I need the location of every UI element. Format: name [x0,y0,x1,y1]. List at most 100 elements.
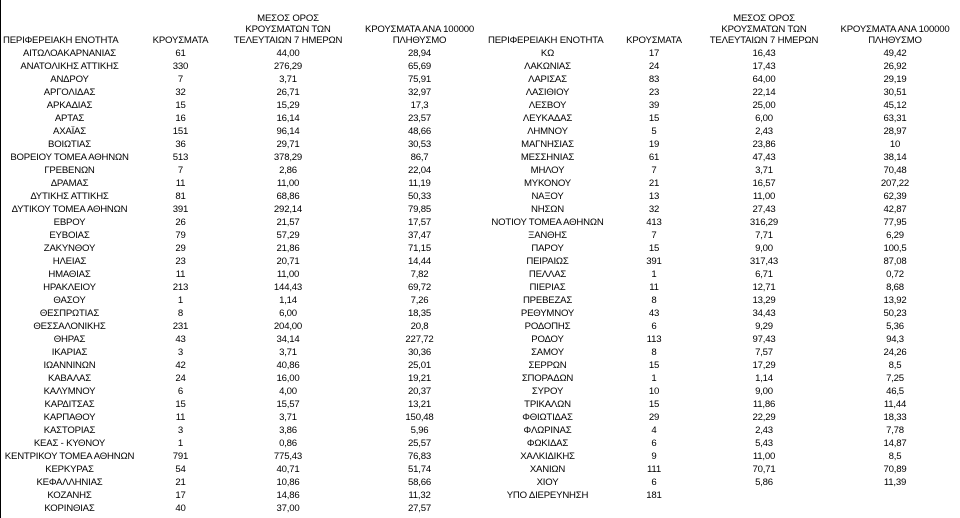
cell-value: 43 [175,334,186,345]
cell-value: 19 [648,139,660,150]
cell-value: 16,57 [752,178,776,189]
cell-value: 3 [177,347,184,358]
cell-value: 22,29 [752,412,776,423]
cell-value: 48,66 [407,126,431,137]
cell-value: 11,00 [276,178,300,189]
cell-value: 23 [175,256,186,267]
cell-value: 40,86 [276,360,300,371]
table-row: ΚΑΛΥΜΝΟΥ 6 4,00 20,37 [1,385,486,398]
cell-value: 17,29 [752,360,776,371]
cell-value: 29 [648,412,660,423]
table-row: ΘΕΣΠΡΩΤΙΑΣ 8 6,00 18,35 [1,307,486,320]
region-name: ΤΡΙΚΑΛΩΝ [524,399,571,410]
cell-value: 5,96 [410,425,429,436]
cell-value: 10 [889,139,901,150]
table-row: ΑΡΚΑΔΙΑΣ 15 15,29 17,3 [1,99,486,112]
table-header: ΠΕΡΙΦΕΡΕΙΑΚΗ ΕΝΟΤΗΤΑ ΚΡΟΥΣΜΑΤΑ ΜΕΣΟΣ ΟΡΟΣ … [1,0,486,47]
header-row: ΠΕΡΙΦΕΡΕΙΑΚΗ ΕΝΟΤΗΤΑ ΚΡΟΥΣΜΑΤΑ ΜΕΣΟΣ ΟΡΟΣ … [1,0,486,47]
region-name: ΧΑΝΙΩΝ [529,464,566,475]
cell-value: 6 [651,321,657,332]
cell-value: 7 [177,165,184,176]
cell-value: 9 [651,451,657,462]
cell-value: 46,5 [886,386,904,397]
region-name: ΚΑΡΠΑΘΟΥ [43,412,96,423]
cell-value: 391 [646,256,662,267]
cell-value: 276,29 [273,61,303,72]
region-name: ΚΑΣΤΟΡΙΑΣ [43,425,96,436]
cell-value: 70,89 [883,464,907,475]
table-row: ΚΕΝΤΡΙΚΟΥ ΤΟΜΕΑ ΑΘΗΝΩΝ 791 775,43 76,83 [1,450,486,463]
region-name: ΓΡΕΒΕΝΩΝ [44,165,95,176]
table-row: ΛΑΣΙΘΙΟΥ 23 22,14 30,51 [486,86,960,99]
cell-value: 23,86 [752,139,776,150]
region-name: ΔΥΤΙΚΗΣ ΑΤΤΙΚΗΣ [30,191,109,202]
cell-value: 1 [177,438,184,449]
cell-value: 39 [648,100,660,111]
cell-value: 13,29 [752,295,776,306]
cell-value: 9,29 [755,321,773,332]
cell-value: 79,85 [407,204,431,215]
cell-value: 25,01 [407,360,431,371]
cell-value: 317,43 [749,256,779,267]
table-row: ΚΑΒΑΛΑΣ 24 16,00 19,21 [1,372,486,385]
column-header: ΠΕΡΙΦΕΡΕΙΑΚΗ ΕΝΟΤΗΤΑ [488,35,604,46]
cell-value: 6 [651,438,657,449]
region-name: ΧΑΛΚΙΔΙΚΗΣ [520,451,575,462]
table-row: ΣΕΡΡΩΝ 15 17,29 8,5 [486,359,960,372]
cell-value: 26,92 [883,61,907,72]
cell-value: 8 [651,295,657,306]
region-name: ΔΡΑΜΑΣ [50,178,89,189]
region-name: ΚΕΡΚΥΡΑΣ [45,464,94,475]
region-name: ΥΠΟ ΔΙΕΡΕΥΝΗΣΗ [506,490,589,501]
cell-value: 1,14 [755,373,773,384]
table-row: ΛΗΜΝΟΥ 5 2,43 28,97 [486,125,960,138]
cell-value: 22,14 [752,87,776,98]
cell-value: 42,87 [883,204,907,215]
table-body: ΑΙΤΩΛΟΑΚΑΡΝΑΝΙΑΣ 61 44,00 28,94 ΑΝΑΤΟΛΙΚΗΣ Α… [1,47,486,515]
cell-value: 2,43 [755,126,773,137]
table-row: ΚΑΡΔΙΤΣΑΣ 15 15,57 13,21 [1,398,486,411]
cell-value: 42 [175,360,186,371]
cell-value: 113 [646,334,662,345]
region-name: ΘΕΣΣΑΛΟΝΙΚΗΣ [33,321,106,332]
cell-value: 15 [648,399,660,410]
cell-value: 316,29 [749,217,779,228]
cell-value: 11 [649,282,659,293]
table-row: ΠΡΕΒΕΖΑΣ 8 13,29 13,92 [486,294,960,307]
cell-value: 181 [646,490,662,501]
cell-value: 27,43 [752,204,776,215]
cell-value: 16 [175,113,186,124]
cell-value: 17,3 [410,100,429,111]
table-row: ΧΙΟΥ 6 5,86 11,39 [486,476,960,489]
table-row: ΝΑΞΟΥ 13 11,00 62,39 [486,190,960,203]
table-row: ΚΩ 17 16,43 49,42 [486,47,960,60]
cell-value: 32 [175,87,186,98]
empty-cell [829,489,960,502]
cell-value: 11,32 [408,490,431,501]
cell-value: 79 [175,230,186,241]
cell-value: 17 [175,490,186,501]
empty-cell [699,489,829,502]
cell-value: 49,42 [883,48,907,59]
column-header: ΜΕΣΟΣ ΟΡΟΣ ΚΡΟΥΣΜΑΤΩΝ ΤΩΝ ΤΕΛΕΥΤΑΙΩΝ 7 Η… [709,13,819,46]
table-row: ΜΗΛΟΥ 7 3,71 70,48 [486,164,960,177]
cell-value: 23,57 [407,113,431,124]
table-row: ΛΕΣΒΟΥ 39 25,00 45,12 [486,99,960,112]
column-header: ΚΡΟΥΣΜΑΤΑ ΑΝΑ 100000 ΠΛΗΘΥΣΜΟ [365,24,474,46]
cell-value: 61 [648,152,660,163]
table-row: ΑΝΑΤΟΛΙΚΗΣ ΑΤΤΙΚΗΣ 330 276,29 65,69 [1,60,486,73]
cell-value: 28,94 [407,48,431,59]
region-name: ΣΕΡΡΩΝ [528,360,567,371]
cell-value: 10,86 [276,477,300,488]
cell-value: 7,78 [886,425,904,436]
cell-value: 34,14 [276,334,300,345]
cell-value: 5 [651,126,657,137]
cell-value: 37,47 [407,230,431,241]
table-row: ΑΙΤΩΛΟΑΚΑΡΝΑΝΙΑΣ 61 44,00 28,94 [1,47,486,60]
cell-value: 9,00 [755,243,773,254]
region-name: ΑΝΑΤΟΛΙΚΗΣ ΑΤΤΙΚΗΣ [20,61,119,72]
cell-value: 3,71 [279,74,297,85]
region-name: ΘΑΣΟΥ [53,295,86,306]
table-row: ΦΩΚΙΔΑΣ 6 5,43 14,87 [486,437,960,450]
cell-value: 8 [651,347,657,358]
